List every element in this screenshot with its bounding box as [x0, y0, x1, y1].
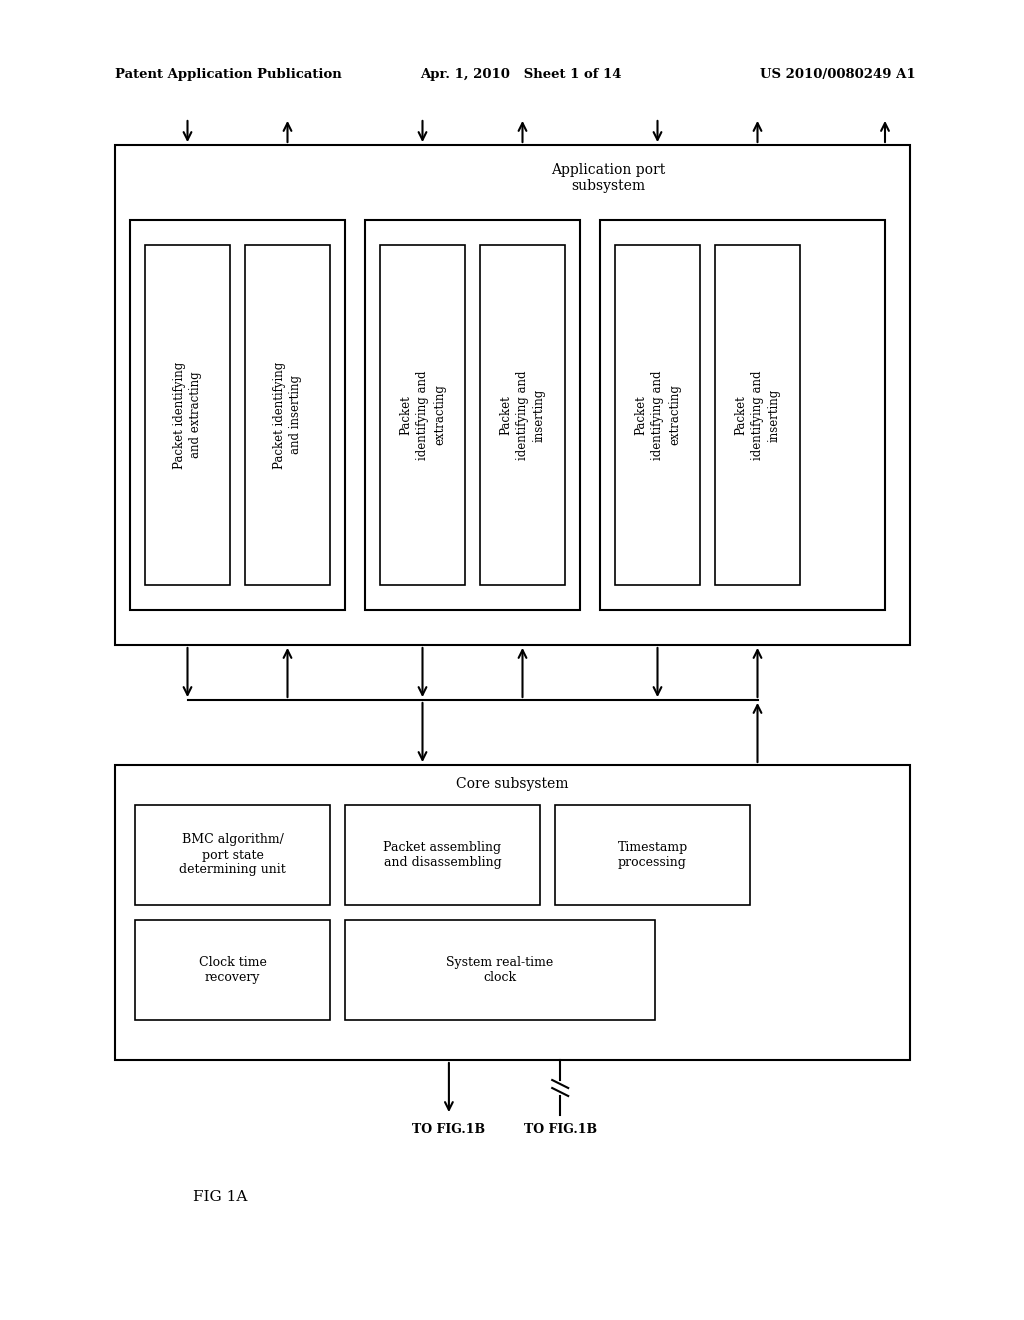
- Bar: [555, 805, 750, 906]
- Text: Packet identifying
and inserting: Packet identifying and inserting: [272, 362, 302, 469]
- Bar: [380, 246, 465, 585]
- Bar: [115, 766, 910, 1060]
- Text: TO FIG.1B: TO FIG.1B: [523, 1123, 597, 1137]
- Text: US 2010/0080249 A1: US 2010/0080249 A1: [760, 69, 915, 81]
- Text: Packet identifying
and extracting: Packet identifying and extracting: [172, 362, 203, 469]
- Text: Packet
identifying and
extracting: Packet identifying and extracting: [399, 370, 446, 459]
- Text: Packet assembling
and disassembling: Packet assembling and disassembling: [383, 841, 502, 869]
- Bar: [115, 145, 910, 645]
- Text: Apr. 1, 2010   Sheet 1 of 14: Apr. 1, 2010 Sheet 1 of 14: [420, 69, 622, 81]
- Text: BMC algorithm/
port state
determining unit: BMC algorithm/ port state determining un…: [179, 833, 286, 876]
- Text: Application port
subsystem: Application port subsystem: [551, 162, 665, 193]
- Bar: [615, 246, 700, 585]
- Text: Core subsystem: Core subsystem: [457, 777, 568, 791]
- Bar: [135, 805, 330, 906]
- Text: System real-time
clock: System real-time clock: [446, 956, 554, 983]
- Bar: [245, 246, 330, 585]
- Text: Packet
identifying and
extracting: Packet identifying and extracting: [634, 370, 681, 459]
- Text: Clock time
recovery: Clock time recovery: [199, 956, 266, 983]
- Bar: [345, 805, 540, 906]
- Text: TO FIG.1B: TO FIG.1B: [413, 1123, 485, 1137]
- Text: Packet
identifying and
inserting: Packet identifying and inserting: [734, 370, 781, 459]
- Text: Timestamp
processing: Timestamp processing: [617, 841, 688, 869]
- Bar: [135, 920, 330, 1020]
- Text: Patent Application Publication: Patent Application Publication: [115, 69, 342, 81]
- Text: FIG 1A: FIG 1A: [193, 1191, 247, 1204]
- Bar: [130, 220, 345, 610]
- Bar: [345, 920, 655, 1020]
- Bar: [480, 246, 565, 585]
- Bar: [365, 220, 580, 610]
- Bar: [145, 246, 230, 585]
- Text: Packet
identifying and
inserting: Packet identifying and inserting: [499, 370, 546, 459]
- Bar: [600, 220, 885, 610]
- Bar: [715, 246, 800, 585]
